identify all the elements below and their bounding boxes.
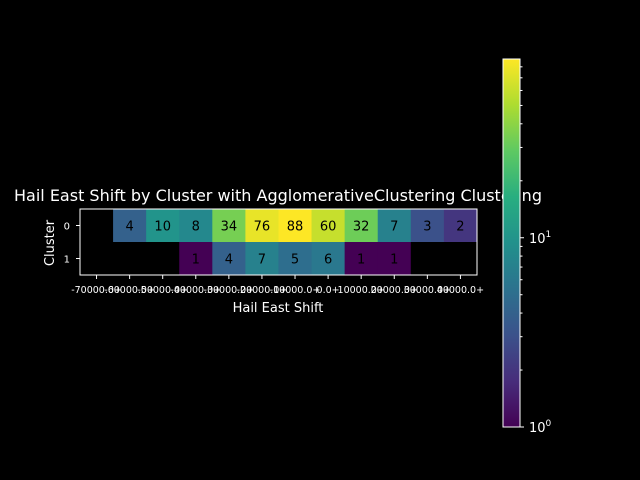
cell-value-label: 4 [125,220,133,235]
x-axis-ticks: -70000.0+-60000.0+-50000.0+-40000.0+-300… [71,275,484,296]
cell-value-label: 5 [291,253,299,268]
heatmap-cell [146,209,180,243]
heatmap-cell [410,242,445,276]
x-tick-label: -20000.0+ [237,285,288,296]
x-tick-label: -60000.0+ [104,285,155,296]
colorbar-tick-exponent: 1 [546,230,552,240]
x-axis-label: Hail East Shift [233,301,324,316]
cell-value-label: 34 [221,220,238,235]
heatmap-cell [443,209,478,243]
x-tick-label: 0.0+ [317,285,340,296]
colorbar-tick-label: 101 [529,230,551,247]
x-tick-label: -50000.0+ [137,285,188,296]
y-axis-label: Cluster [43,219,58,266]
heatmap-cell [146,242,180,276]
y-tick-label: 0 [64,222,70,233]
cell-value-label: 2 [456,220,464,235]
heatmap-cell [212,209,246,243]
x-tick-label: 40000.0+ [437,285,484,296]
heatmap-cell [80,242,114,276]
colorbar-tick-base: 10 [529,421,546,436]
cell-value-label: 88 [287,220,304,235]
heatmap-cell [245,242,279,276]
cell-value-label: 1 [390,253,398,268]
heatmap-cell [278,209,312,243]
heatmap-cell [410,209,445,243]
colorbar-frame [502,58,521,428]
cell-value-label: 60 [320,220,337,235]
x-tick-label: 30000.0+ [404,285,451,296]
x-tick-label: -70000.0+ [71,285,122,296]
x-tick-label: 10000.0+ [338,285,385,296]
heatmap-cell [344,209,379,243]
cell-value-label: 7 [258,253,266,268]
x-tick-label: -10000.0+ [270,285,321,296]
cell-value-label: 8 [192,220,200,235]
colorbar-tick-base: 10 [529,232,546,247]
heatmap-cell [113,209,147,243]
x-tick-label: 20000.0+ [371,285,418,296]
x-tick-label: -30000.0+ [204,285,255,296]
heatmap-cell [377,242,412,276]
y-tick-label: 1 [64,255,70,266]
heatmap-cell [311,242,346,276]
heatmap-cell [80,209,114,243]
cell-value-label: 76 [254,220,271,235]
cell-value-label: 32 [353,220,370,235]
heatmap-cell [245,209,279,243]
heatmap-cells: 4 10 8 34 76 88 60 32 7 3 21 4 7 5 6 1 1 [80,209,478,276]
plot-frame [79,208,478,276]
heatmap-cell [443,242,478,276]
cell-value-label: 1 [357,253,365,268]
chart-title: Hail East Shift by Cluster with Agglomer… [14,186,542,205]
heatmap-cell [179,209,213,243]
y-axis-ticks: 01 [64,222,80,266]
cell-value-label: 6 [324,253,332,268]
cell-value-label: 4 [225,253,233,268]
colorbar-tick-label: 100 [529,419,552,436]
heatmap-cell [344,242,379,276]
heatmap-cell [278,242,312,276]
cell-value-label: 10 [154,220,171,235]
heatmap-cell [179,242,213,276]
cell-value-label: 1 [192,253,200,268]
heatmap-cell [311,209,346,243]
heatmap-cell [212,242,246,276]
heatmap-cell [113,242,147,276]
x-tick-label: -40000.0+ [170,285,221,296]
colorbar-tick-exponent: 0 [546,419,552,429]
heatmap-cell [377,209,412,243]
cell-value-label: 7 [390,220,398,235]
cell-value-label: 3 [423,220,431,235]
colorbar-gradient [503,59,520,427]
